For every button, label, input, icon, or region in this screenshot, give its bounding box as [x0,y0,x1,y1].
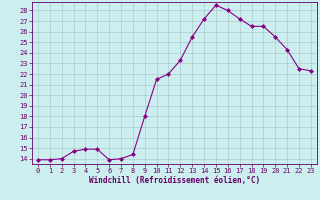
X-axis label: Windchill (Refroidissement éolien,°C): Windchill (Refroidissement éolien,°C) [89,176,260,185]
